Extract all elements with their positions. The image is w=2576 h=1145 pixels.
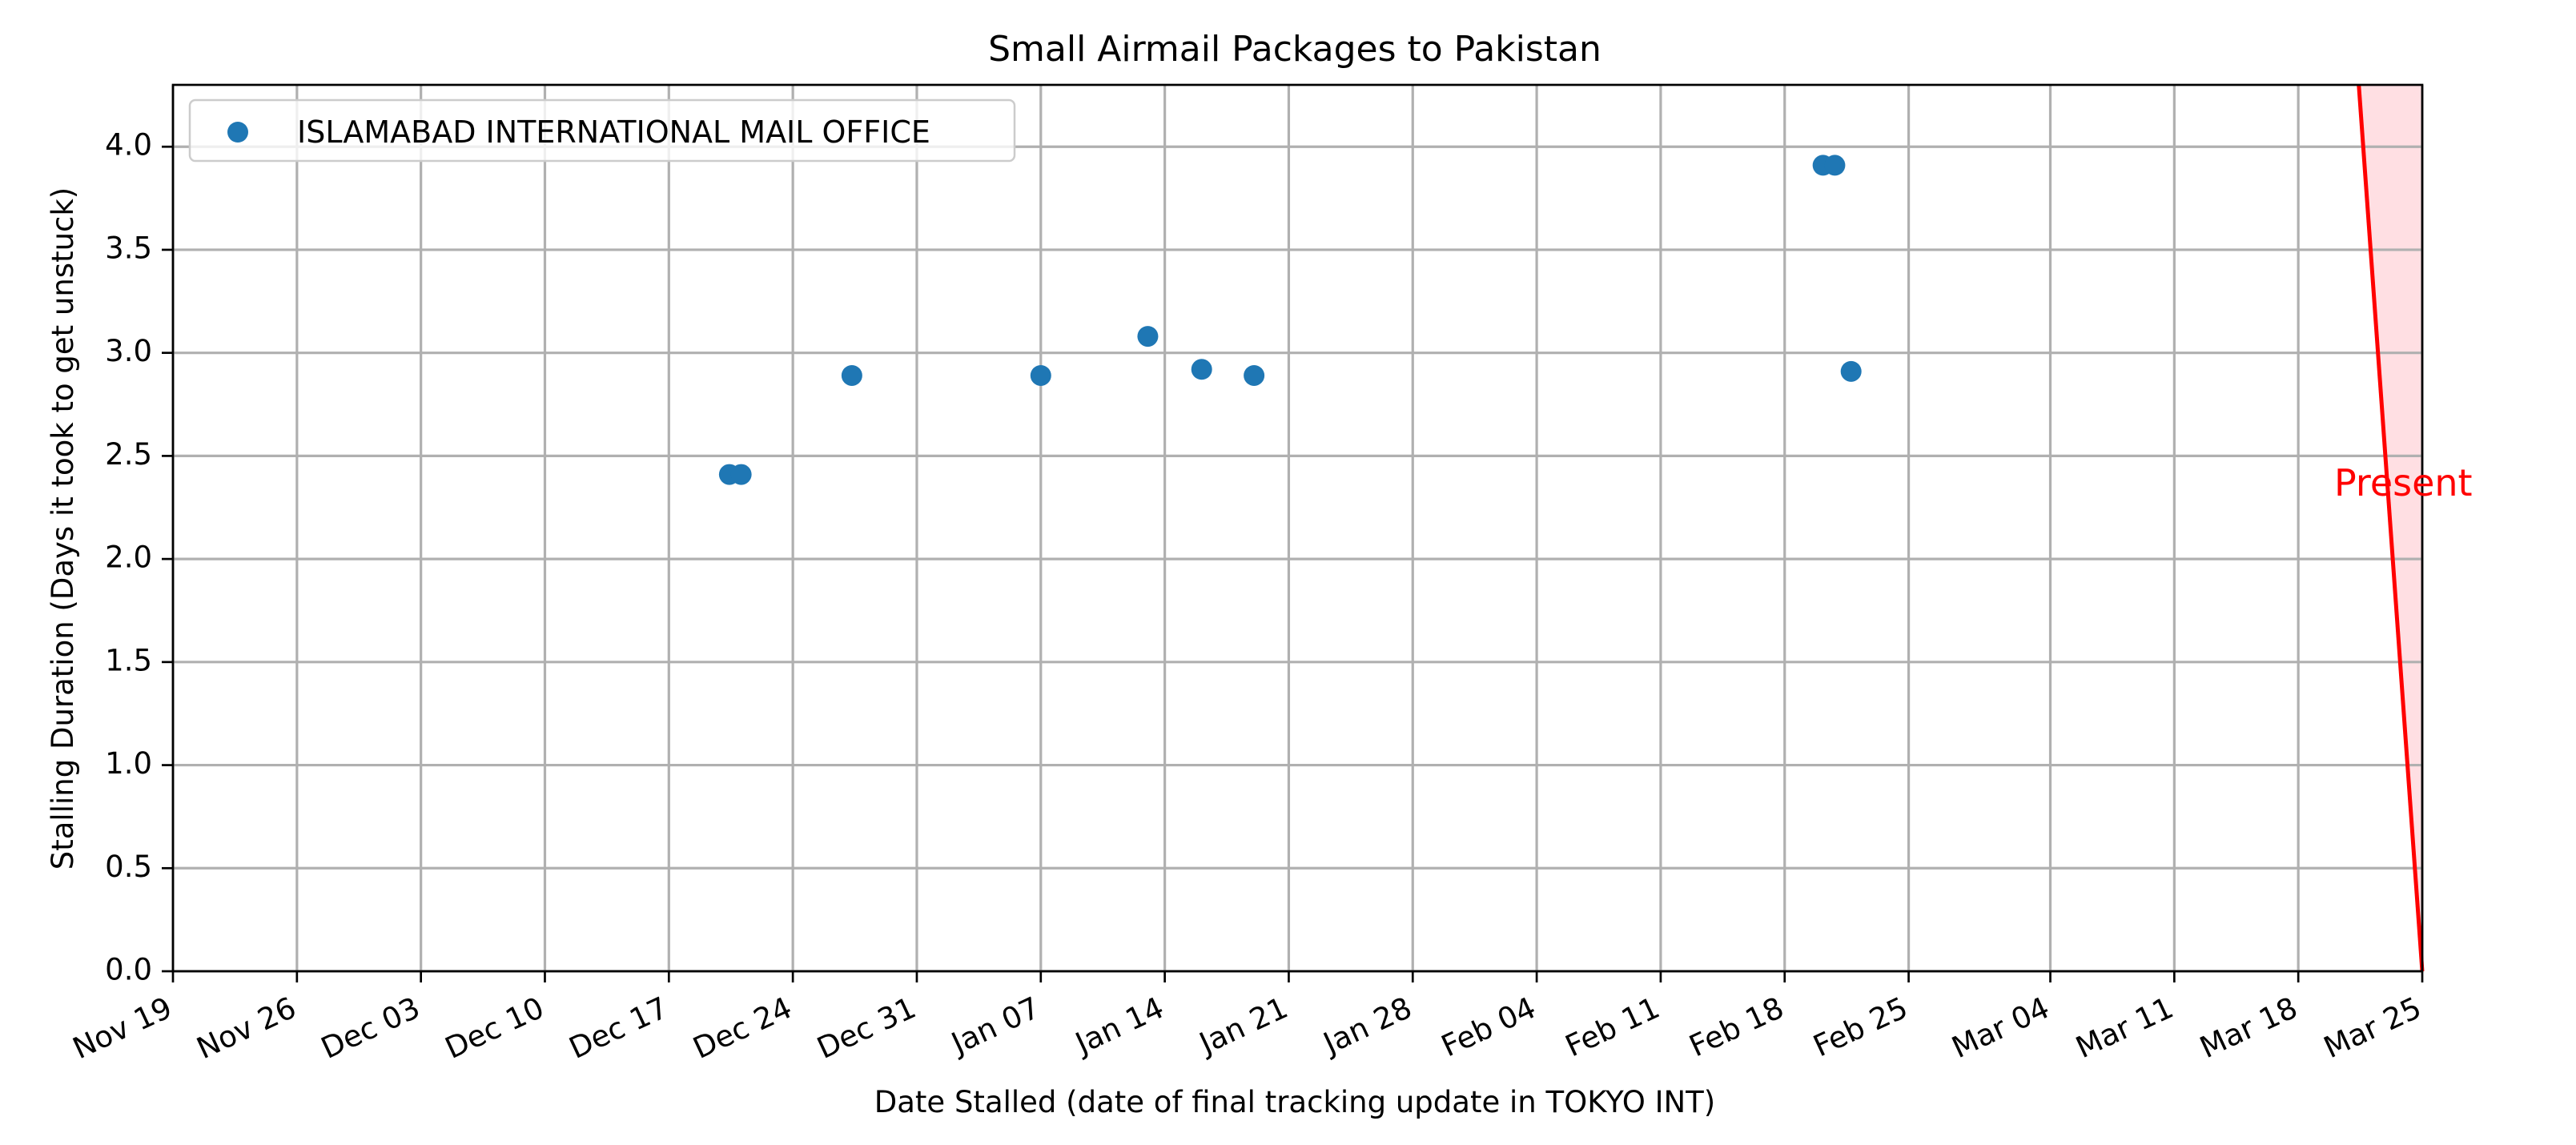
data-point: [1191, 359, 1212, 380]
data-point: [1030, 364, 1051, 386]
y-tick-label: 0.5: [105, 850, 152, 884]
data-point: [1824, 155, 1846, 176]
data-point: [1840, 360, 1862, 382]
data-point: [1244, 364, 1265, 386]
present-annotation: Present: [2334, 461, 2473, 504]
legend: ISLAMABAD INTERNATIONAL MAIL OFFICE: [188, 98, 1016, 163]
data-point: [730, 464, 752, 485]
chart-title: Small Airmail Packages to Pakistan: [988, 29, 1601, 70]
present-line-layer: [2357, 84, 2425, 972]
present-line: [2357, 84, 2425, 972]
legend-entry-label: ISLAMABAD INTERNATIONAL MAIL OFFICE: [297, 114, 930, 150]
plot-frame: [171, 83, 2424, 973]
data-point: [1137, 326, 1159, 348]
legend-marker: [227, 122, 248, 143]
y-axis-label: Stalling Duration (Days it took to get u…: [46, 187, 80, 870]
y-tick-label: 3.5: [105, 231, 152, 265]
y-tick-label: 0.0: [105, 953, 152, 987]
y-tick-label: 1.0: [105, 746, 152, 781]
y-tick-label: 1.5: [105, 643, 152, 677]
x-axis-label: Date Stalled (date of final tracking upd…: [874, 1085, 1715, 1119]
y-tick-label: 3.0: [105, 334, 152, 368]
data-points-layer: [718, 155, 1862, 485]
y-tick-label: 2.5: [105, 437, 152, 472]
y-tick-label: 2.0: [105, 540, 152, 575]
data-point: [841, 364, 862, 386]
legend-frame: [188, 98, 1016, 163]
y-tick-label: 4.0: [105, 128, 152, 163]
